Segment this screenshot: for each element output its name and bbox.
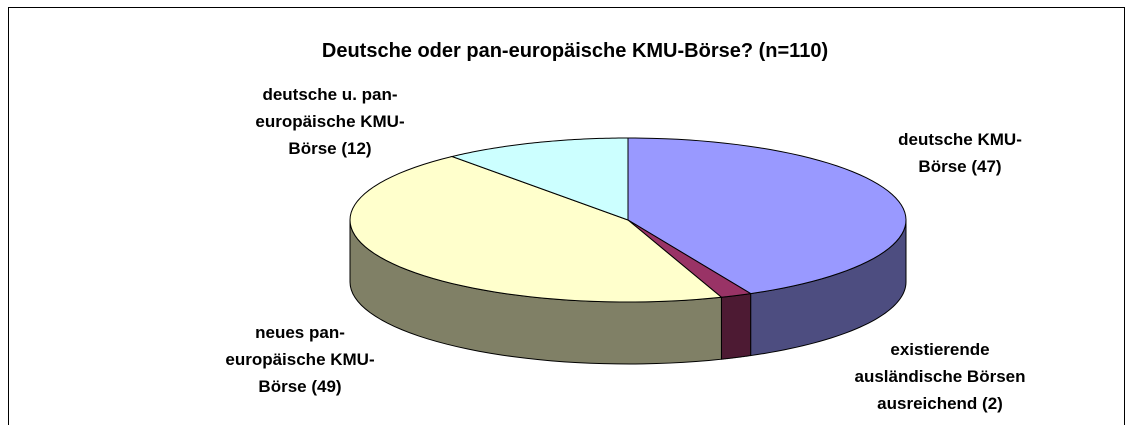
value-label: (12) [337,139,372,158]
category-label: existierende ausländische Börsen ausreiche… [854,340,1025,413]
label-line: ausländische Börsen [854,367,1025,386]
pie-slice [627,137,907,295]
pie-slice [450,137,629,221]
label-line: deutsche u. pan- [262,85,397,104]
category-label: deutsche KMU- Börse [898,130,1022,176]
label-line: neues pan- [255,323,345,342]
label-line: europäische KMU- [225,350,374,369]
value-label: (2) [977,394,1003,413]
label-line: Börse [288,139,336,158]
pie-side [720,293,752,360]
label-line: Börse [258,377,306,396]
chart-title: Deutsche oder pan-europäische KMU-Börse?… [322,40,828,62]
label-line: existierende [890,340,989,359]
pie-slice [349,155,723,303]
label-line: ausreichend [877,394,977,413]
data-label: existierende ausländische Börsen ausreiche… [854,340,1025,413]
value-label: (49) [307,377,342,396]
data-label: deutsche KMU- Börse (47) [898,130,1022,176]
data-label: neues pan-europäische KMU- Börse (49) [225,323,374,396]
label-line: deutsche KMU- [898,130,1022,149]
pie-slice [627,219,753,298]
label-line: europäische KMU- [255,112,404,131]
data-label: deutsche u. pan-europäische KMU- Börse (1… [255,85,404,158]
value-label: (47) [967,157,1002,176]
category-label: deutsche u. pan-europäische KMU- Börse [255,85,404,158]
label-line: Börse [918,157,966,176]
category-label: neues pan-europäische KMU- Börse [225,323,374,396]
